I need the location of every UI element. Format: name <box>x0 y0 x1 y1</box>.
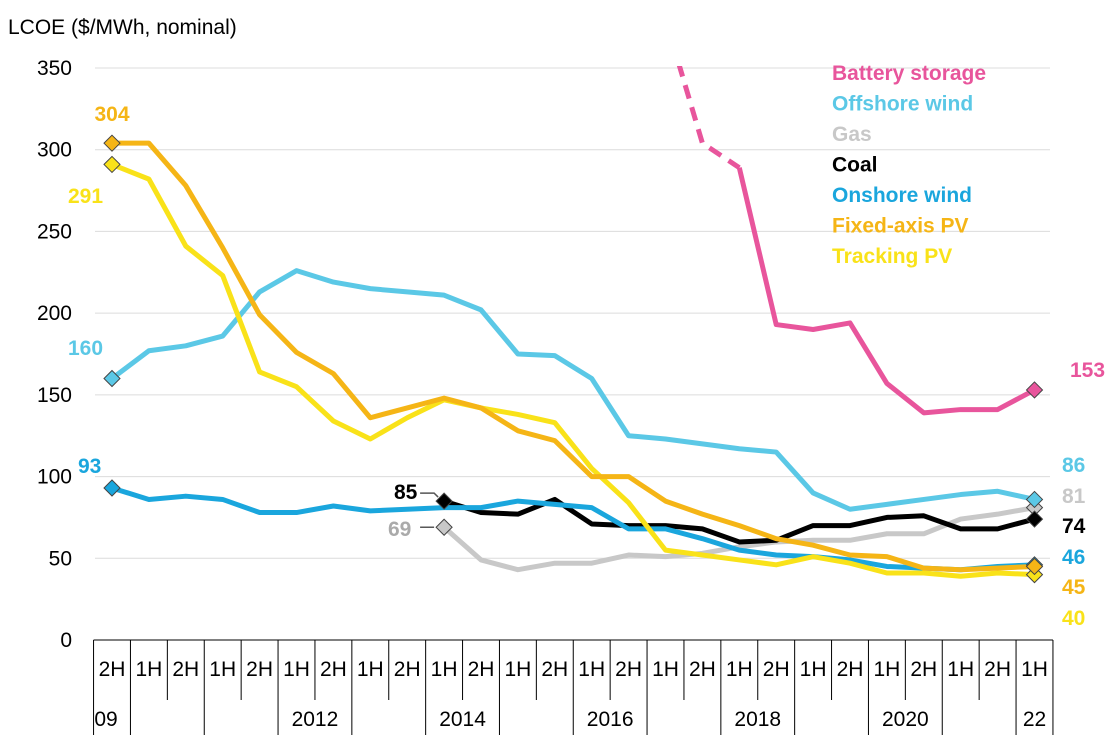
fixed-axis-pv-end-label: 45 <box>1062 576 1086 599</box>
y-tick-label: 0 <box>60 629 72 652</box>
battery-storage-dashed-line <box>676 66 741 170</box>
coal-line <box>443 496 1036 545</box>
x-tick-label: 2H <box>541 658 568 681</box>
x-tick-label: 1H <box>504 658 531 681</box>
onshore-wind-start-label: 93 <box>78 455 101 478</box>
gridlines <box>95 67 1050 559</box>
legend-tracking-pv: Tracking PV <box>832 245 952 268</box>
x-tick-label: 1H <box>578 658 605 681</box>
year-label: 2012 <box>292 708 339 731</box>
series-lines <box>110 66 1036 579</box>
x-tick-label: 2H <box>689 658 716 681</box>
tracking-pv-line <box>111 162 1035 579</box>
x-tick-label: 2H <box>984 658 1011 681</box>
y-tick-label: 350 <box>37 57 72 80</box>
fixed-axis-pv-end-marker <box>1025 557 1044 576</box>
year-label: 2018 <box>734 708 781 731</box>
x-tick-label: 1H <box>431 658 458 681</box>
year-label: 2016 <box>587 708 634 731</box>
legend-onshore-wind: Onshore wind <box>832 184 972 207</box>
offshore-wind-end-marker <box>1025 490 1044 509</box>
year-label: 22 <box>1023 708 1046 731</box>
y-tick-labels: 0 50 100 150 200 250 300 350 <box>37 57 72 652</box>
series-markers <box>103 134 1044 584</box>
legend-coal: Coal <box>832 154 878 177</box>
data-labels: 81 69 86 160 74 85 46 93 40 291 45 304 153 <box>68 103 1105 630</box>
offshore-wind-end-label: 86 <box>1062 454 1085 477</box>
x-tick-label: 1H <box>800 658 827 681</box>
x-tick-label: 2H <box>615 658 642 681</box>
fixed-axis-pv-start-label: 304 <box>94 103 129 126</box>
coal-start-marker <box>435 492 453 510</box>
onshore-wind-end-label: 46 <box>1062 546 1085 569</box>
x-tick-label: 1H <box>283 658 310 681</box>
x-tick-label: 2H <box>99 658 126 681</box>
tracking-pv-start-label: 291 <box>68 185 103 208</box>
x-tick-label: 2H <box>763 658 790 681</box>
y-axis-title: LCOE ($/MWh, nominal) <box>8 16 237 39</box>
x-tick-label: 2H <box>910 658 937 681</box>
offshore-wind-start-marker <box>103 369 121 388</box>
y-tick-label: 150 <box>37 384 72 407</box>
x-tick-label: 1H <box>873 658 900 681</box>
fixed-axis-pv-start-marker <box>103 134 121 152</box>
fixed-axis-pv-line <box>112 140 1035 573</box>
legend-fixed-axis-pv: Fixed-axis PV <box>832 215 969 238</box>
coal-start-label: 85 <box>394 481 418 504</box>
gas-start-marker <box>435 518 453 536</box>
battery-storage-end-label: 153 <box>1070 359 1105 382</box>
coal-end-label: 74 <box>1062 515 1086 538</box>
battery-storage-line <box>736 167 1036 416</box>
onshore-wind-start-marker <box>103 479 121 497</box>
battery-storage-end-marker <box>1025 381 1044 399</box>
offshore-wind-start-label: 160 <box>68 337 103 360</box>
tracking-pv-start-marker <box>103 155 121 174</box>
leader-line <box>420 492 439 498</box>
coal-end-marker <box>1025 510 1044 528</box>
y-tick-label: 100 <box>37 466 72 489</box>
x-tick-label: 1H <box>1021 658 1048 681</box>
legend-offshore-wind: Offshore wind <box>832 93 973 116</box>
x-tick-label: 1H <box>357 658 384 681</box>
x-axis: 2H 1H 2H 1H 2H 1H 2H 1H 2H 1H 2H 1H 2H 1H 2H 1H 2H 1H 2H 1H… <box>93 639 1054 735</box>
x-tick-label: 1H <box>135 658 162 681</box>
legend-battery-storage: Battery storage <box>832 62 986 85</box>
offshore-wind-line <box>110 268 1036 512</box>
onshore-wind-line <box>111 485 1035 573</box>
x-tick-label: 1H <box>652 658 679 681</box>
tracking-pv-end-label: 40 <box>1062 607 1085 630</box>
x-tick-label: 2H <box>837 658 864 681</box>
year-label: 09 <box>94 708 117 731</box>
x-tick-label: 2H <box>172 658 199 681</box>
year-label: 2020 <box>882 708 929 731</box>
gas-start-label: 69 <box>388 518 411 541</box>
x-tick-label: 2H <box>468 658 495 681</box>
x-tick-label: 1H <box>726 658 753 681</box>
x-tick-label: 2H <box>394 658 421 681</box>
legend: Gas Offshore wind Coal Onshore wind Tracking… <box>832 62 986 268</box>
gas-line <box>442 505 1035 573</box>
x-tick-label: 1H <box>209 658 236 681</box>
x-tick-label: 1H <box>947 658 974 681</box>
y-tick-label: 50 <box>49 547 72 570</box>
legend-gas: Gas <box>832 123 872 146</box>
gas-end-label: 81 <box>1062 485 1086 508</box>
x-tick-label: 2H <box>320 658 347 681</box>
y-tick-label: 250 <box>37 220 72 243</box>
y-tick-label: 300 <box>37 139 72 162</box>
year-label: 2014 <box>439 708 486 731</box>
x-tick-label: 2H <box>246 658 273 681</box>
y-tick-label: 200 <box>37 302 72 325</box>
